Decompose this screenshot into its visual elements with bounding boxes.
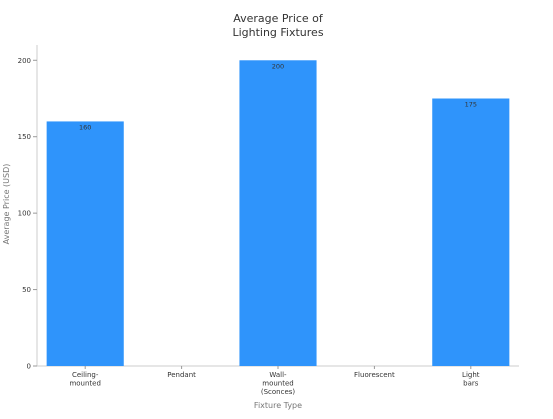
x-tick-label: Light bars — [462, 371, 480, 388]
y-tick-label: 50 — [22, 286, 31, 294]
bar — [46, 121, 124, 366]
x-tick-label: Fluorescent — [354, 371, 395, 379]
y-axis-label: Average Price (USD) — [2, 164, 11, 245]
x-tick-label: Ceiling-mounted — [69, 371, 100, 388]
chart-title-line: Lighting Fixtures — [232, 26, 323, 39]
x-tick-label: Wall-mounted (Sconces) — [261, 371, 296, 396]
y-axis: 0 50 100 150 200 — [18, 45, 38, 371]
bars — [46, 60, 510, 367]
bar — [239, 60, 317, 367]
bar-value-label: 175 — [465, 101, 477, 109]
y-tick-label: 0 — [27, 363, 31, 371]
x-tick-label: Pendant — [167, 371, 196, 379]
x-axis: Ceiling-mounted Pendant Wall-mounted (Sconc… — [37, 365, 519, 396]
x-axis-label: Fixture Type — [254, 401, 302, 410]
value-labels: 160 200 175 — [79, 62, 477, 131]
bar-value-label: 160 — [79, 123, 91, 131]
y-tick-label: 200 — [18, 57, 31, 65]
chart-title-line: Average Price of — [233, 12, 324, 25]
bar-value-label: 200 — [272, 62, 284, 70]
y-tick-label: 150 — [18, 133, 31, 141]
y-tick-label: 100 — [18, 210, 31, 218]
bar — [432, 98, 510, 366]
